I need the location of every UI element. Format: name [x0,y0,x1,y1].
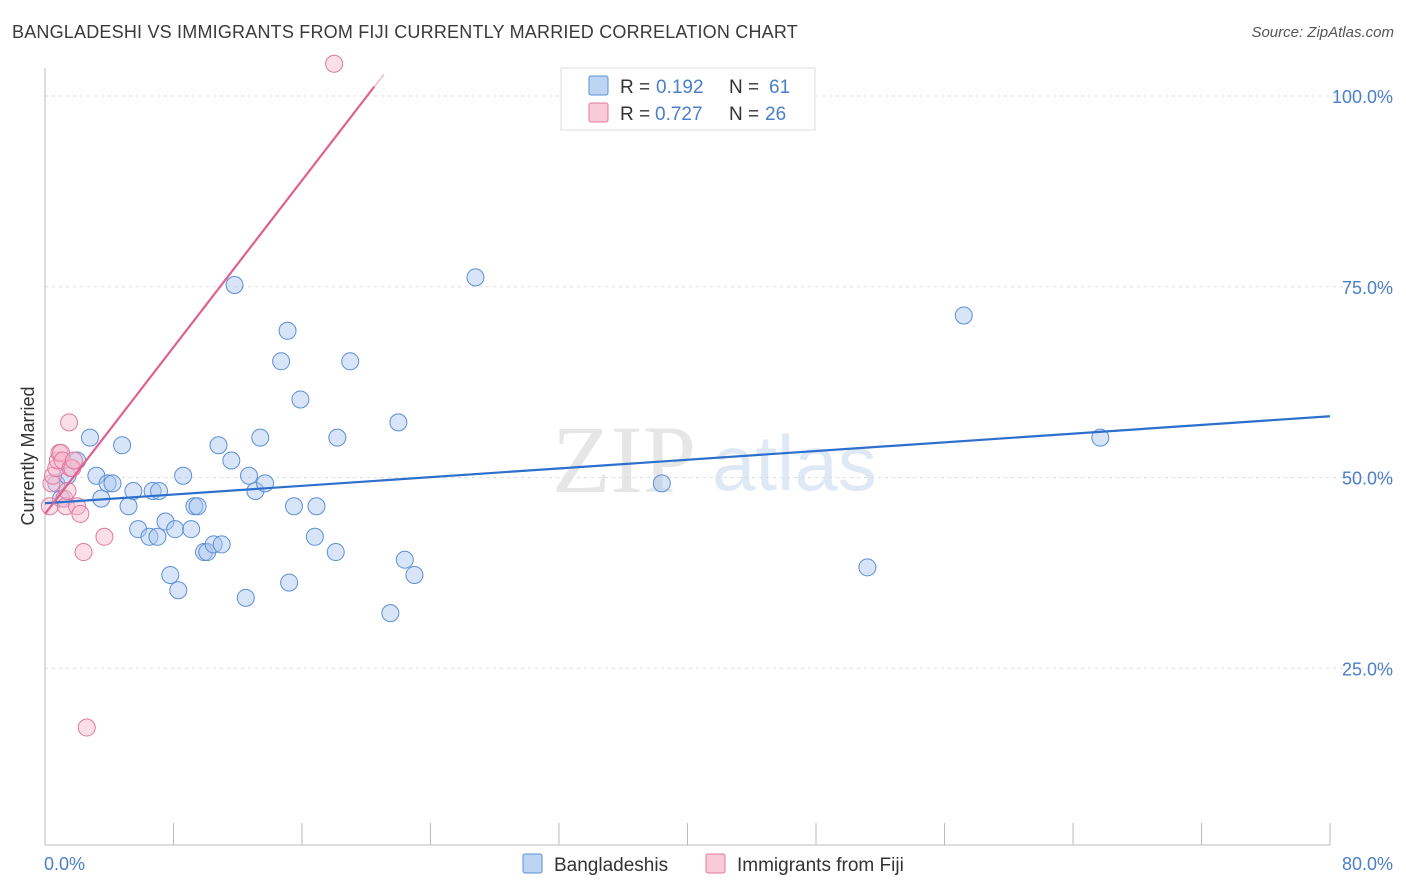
data-point-fiji-19 [95,527,114,546]
data-point-bangladeshis-40 [284,497,303,516]
data-point-bangladeshis-34 [246,482,265,501]
legend-n-value-2: 26 [765,104,786,125]
data-point-fiji-14 [64,451,83,470]
y-tick-label-25: 25.0% [1342,659,1393,679]
y-tick-label-50: 50.0% [1342,469,1393,489]
series-bangladeshis [47,268,1110,623]
data-point-fiji-11 [60,413,79,432]
trend-line-fiji [44,85,376,515]
data-point-bangladeshis-45 [328,428,347,447]
data-point-bangladeshis-24 [188,497,207,516]
legend-n-label-1: N = [729,77,759,98]
data-point-bangladeshis-47 [381,604,400,623]
legend-swatch-blue [588,75,609,96]
x-tick-label-start: 0.0% [44,854,85,874]
legend-n-label-2: N = [729,104,759,125]
data-point-bangladeshis-46 [341,352,360,371]
y-tick-labels: 100.0% 75.0% 50.0% 25.0% [1332,87,1393,679]
data-point-bangladeshis-7 [98,474,117,493]
chart-title: BANGLADESHI VS IMMIGRANTS FROM FIJI CURR… [12,22,798,42]
data-point-bangladeshis-35 [251,428,270,447]
legend-r-value-2: 0.727 [655,104,703,125]
legend-r-value-1: 0.192 [656,77,704,98]
data-point-bangladeshis-19 [166,520,185,539]
bottom-legend-swatch-pink [705,853,726,874]
bottom-legend-label-fiji: Immigrants from Fiji [737,855,904,876]
trend-line-fiji-extension [373,73,385,88]
data-point-bangladeshis-21 [174,466,193,485]
watermark: ZIP atlas [552,406,877,513]
trend-lines [44,73,1331,515]
data-point-bangladeshis-8 [103,474,122,493]
data-point-bangladeshis-52 [652,474,671,493]
data-point-bangladeshis-31 [225,276,244,295]
data-point-bangladeshis-20 [169,581,188,600]
data-point-fiji-20 [325,54,344,73]
data-point-bangladeshis-50 [405,565,424,584]
data-point-bangladeshis-38 [278,321,297,340]
data-point-bangladeshis-11 [124,482,143,501]
data-point-bangladeshis-15 [148,527,167,546]
data-point-bangladeshis-41 [291,390,310,409]
bottom-legend-swatch-blue [522,853,543,874]
axes [44,68,1331,846]
data-point-bangladeshis-18 [161,565,180,584]
watermark-atlas: atlas [712,419,877,507]
data-point-bangladeshis-26 [198,543,217,562]
bottom-legend-label-bangladeshis: Bangladeshis [554,855,668,876]
data-point-bangladeshis-49 [395,550,414,569]
data-point-bangladeshis-33 [239,466,258,485]
watermark-zip: ZIP [552,406,696,513]
data-point-fiji-10 [58,482,77,501]
x-tick-label-end: 80.0% [1342,854,1393,874]
grid-lines [45,95,1392,669]
data-point-bangladeshis-37 [272,352,291,371]
data-point-bangladeshis-53 [858,558,877,577]
data-point-bangladeshis-44 [326,543,345,562]
data-point-bangladeshis-32 [236,588,255,607]
x-tick-labels: 0.0% 80.0% [44,854,1393,874]
y-axis-title: Currently Married [18,386,38,525]
data-point-bangladeshis-39 [280,573,299,592]
legend-swatch-pink [588,102,609,123]
trend-line-bangladeshis [44,415,1331,505]
legend-n-value-1: 61 [769,77,790,98]
data-point-bangladeshis-42 [305,527,324,546]
data-point-fiji-18 [77,718,96,737]
data-point-bangladeshis-4 [80,428,99,447]
data-point-bangladeshis-51 [466,268,485,287]
data-point-bangladeshis-48 [389,413,408,432]
y-tick-label-75: 75.0% [1342,278,1393,298]
data-point-bangladeshis-22 [182,520,201,539]
legend-r-label-2: R = [620,104,650,125]
y-tick-label-100: 100.0% [1332,87,1393,107]
data-point-fiji-16 [71,504,90,523]
data-point-bangladeshis-10 [119,497,138,516]
bottom-legend: Bangladeshis Immigrants from Fiji [522,853,904,876]
data-point-bangladeshis-29 [212,535,231,554]
source-label: Source: ZipAtlas.com [1251,24,1394,41]
data-point-bangladeshis-54 [954,306,973,325]
legend-r-label-1: R = [620,77,650,98]
data-point-bangladeshis-17 [156,512,175,531]
data-point-bangladeshis-55 [1091,428,1110,447]
data-point-fiji-17 [74,543,93,562]
data-point-bangladeshis-30 [222,451,241,470]
data-point-bangladeshis-28 [209,436,228,455]
data-point-bangladeshis-43 [307,497,326,516]
legend: R = 0.192 N = 61 R = 0.727 N = 26 [560,67,816,131]
data-point-bangladeshis-9 [113,436,132,455]
